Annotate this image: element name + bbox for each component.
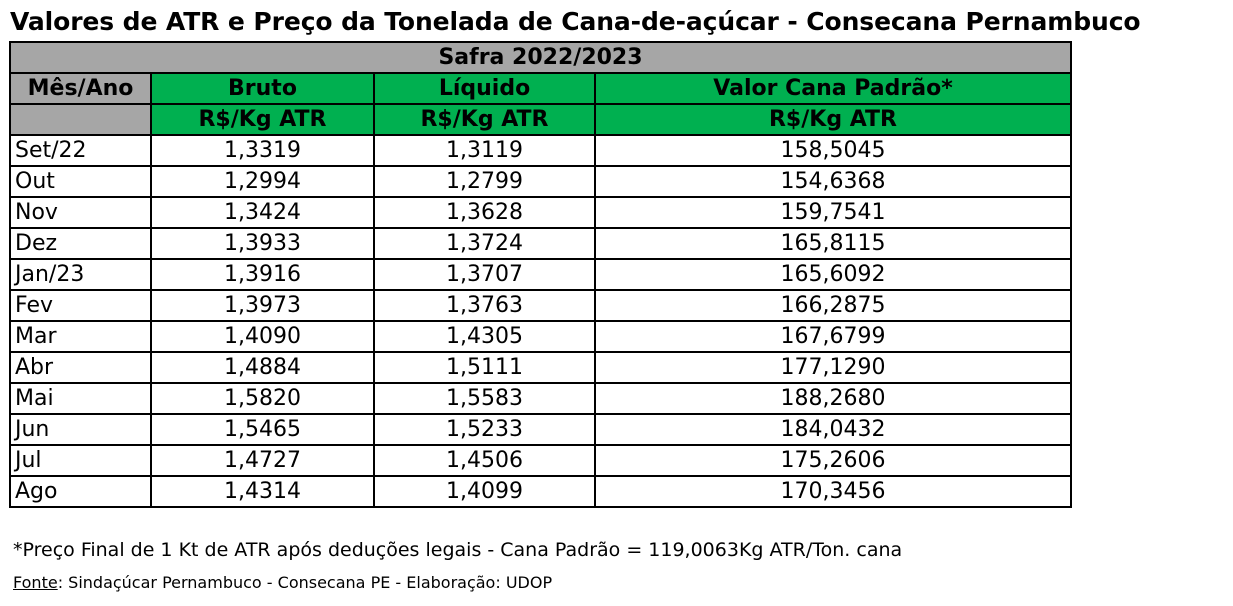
table-row: Mar 1,4090 1,4305 167,6799 [9, 320, 1072, 353]
table-row: Jul 1,4727 1,4506 175,2606 [9, 444, 1072, 477]
bruto-cell: 1,3319 [150, 134, 375, 167]
table-row: Jun 1,5465 1,5233 184,0432 [9, 413, 1072, 446]
month-cell: Fev [9, 289, 152, 322]
table-row: Mai 1,5820 1,5583 188,2680 [9, 382, 1072, 415]
bruto-cell: 1,4884 [150, 351, 375, 384]
month-cell: Mar [9, 320, 152, 353]
season-header: Safra 2022/2023 [9, 41, 1072, 74]
month-cell: Abr [9, 351, 152, 384]
valor-cell: 184,0432 [594, 413, 1072, 446]
source-text: : Sindaçúcar Pernambuco - Consecana PE -… [57, 573, 553, 592]
month-cell: Dez [9, 227, 152, 260]
liquido-cell: 1,4099 [373, 475, 596, 508]
valor-header: Valor Cana Padrão* [594, 72, 1072, 105]
month-unit-empty [9, 103, 152, 136]
source-label: Fonte [13, 573, 58, 592]
bruto-cell: 1,3973 [150, 289, 375, 322]
bruto-cell: 1,4727 [150, 444, 375, 477]
month-cell: Jan/23 [9, 258, 152, 291]
valor-cell: 175,2606 [594, 444, 1072, 477]
month-cell: Jul [9, 444, 152, 477]
source-line: Fonte: Sindaçúcar Pernambuco - Consecana… [13, 573, 552, 592]
liquido-cell: 1,4305 [373, 320, 596, 353]
month-cell: Set/22 [9, 134, 152, 167]
bruto-cell: 1,3933 [150, 227, 375, 260]
table-row: Fev 1,3973 1,3763 166,2875 [9, 289, 1072, 322]
valor-cell: 188,2680 [594, 382, 1072, 415]
liquido-cell: 1,5233 [373, 413, 596, 446]
table-row: Abr 1,4884 1,5111 177,1290 [9, 351, 1072, 384]
valor-cell: 158,5045 [594, 134, 1072, 167]
month-cell: Jun [9, 413, 152, 446]
table-row: Dez 1,3933 1,3724 165,8115 [9, 227, 1072, 260]
valor-cell: 177,1290 [594, 351, 1072, 384]
column-header-row: Mês/Ano Bruto Líquido Valor Cana Padrão* [9, 72, 1072, 105]
month-cell: Nov [9, 196, 152, 229]
liquido-cell: 1,3724 [373, 227, 596, 260]
liquido-unit: R$/Kg ATR [373, 103, 596, 136]
bruto-cell: 1,4090 [150, 320, 375, 353]
bruto-cell: 1,3424 [150, 196, 375, 229]
valor-cell: 165,6092 [594, 258, 1072, 291]
table-row: Nov 1,3424 1,3628 159,7541 [9, 196, 1072, 229]
valor-unit: R$/Kg ATR [594, 103, 1072, 136]
month-header: Mês/Ano [9, 72, 152, 105]
month-cell: Mai [9, 382, 152, 415]
month-cell: Ago [9, 475, 152, 508]
bruto-cell: 1,3916 [150, 258, 375, 291]
season-header-row: Safra 2022/2023 [9, 41, 1072, 74]
liquido-cell: 1,5111 [373, 351, 596, 384]
bruto-cell: 1,5465 [150, 413, 375, 446]
month-cell: Out [9, 165, 152, 198]
table-row: Set/22 1,3319 1,3119 158,5045 [9, 134, 1072, 167]
bruto-header: Bruto [150, 72, 375, 105]
liquido-cell: 1,3628 [373, 196, 596, 229]
liquido-cell: 1,3707 [373, 258, 596, 291]
bruto-unit: R$/Kg ATR [150, 103, 375, 136]
valor-cell: 165,8115 [594, 227, 1072, 260]
liquido-cell: 1,3119 [373, 134, 596, 167]
atr-price-table: Safra 2022/2023 Mês/Ano Bruto Líquido Va… [9, 41, 1072, 508]
valor-cell: 166,2875 [594, 289, 1072, 322]
bruto-cell: 1,2994 [150, 165, 375, 198]
table-row: Out 1,2994 1,2799 154,6368 [9, 165, 1072, 198]
bruto-cell: 1,5820 [150, 382, 375, 415]
table-row: Ago 1,4314 1,4099 170,3456 [9, 475, 1072, 508]
valor-cell: 159,7541 [594, 196, 1072, 229]
unit-header-row: R$/Kg ATR R$/Kg ATR R$/Kg ATR [9, 103, 1072, 136]
liquido-cell: 1,4506 [373, 444, 596, 477]
liquido-header: Líquido [373, 72, 596, 105]
page-title: Valores de ATR e Preço da Tonelada de Ca… [10, 7, 1141, 36]
bruto-cell: 1,4314 [150, 475, 375, 508]
liquido-cell: 1,5583 [373, 382, 596, 415]
valor-cell: 170,3456 [594, 475, 1072, 508]
footnote: *Preço Final de 1 Kt de ATR após deduçõe… [13, 539, 903, 561]
liquido-cell: 1,2799 [373, 165, 596, 198]
liquido-cell: 1,3763 [373, 289, 596, 322]
valor-cell: 167,6799 [594, 320, 1072, 353]
table-row: Jan/23 1,3916 1,3707 165,6092 [9, 258, 1072, 291]
valor-cell: 154,6368 [594, 165, 1072, 198]
